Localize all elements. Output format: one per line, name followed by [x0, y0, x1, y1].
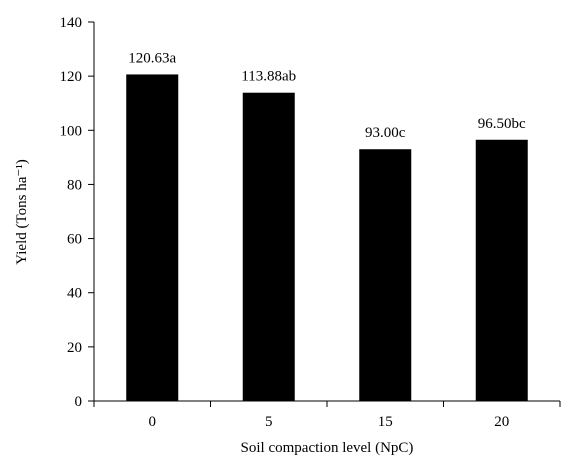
data-label-15: 93.00c — [365, 125, 406, 141]
y-tick-label: 80 — [67, 177, 82, 193]
x-axis-title: Soil compaction level (NpC) — [241, 440, 414, 456]
x-tick-label: 20 — [494, 414, 509, 430]
data-label-20: 96.50bc — [478, 116, 526, 132]
y-tick-label: 60 — [67, 232, 82, 248]
y-tick-label: 40 — [67, 286, 82, 302]
data-label-5: 113.88ab — [241, 69, 296, 85]
y-tick-label: 20 — [67, 340, 82, 356]
bar-20 — [475, 139, 528, 401]
x-tick-label: 0 — [149, 414, 157, 430]
y-tick-label: 0 — [75, 394, 83, 410]
bar-15 — [359, 149, 412, 401]
x-tick-label: 5 — [265, 414, 273, 430]
bar-0 — [126, 74, 179, 402]
x-axis-ticks: 0 5 15 20 — [93, 401, 561, 430]
bar-5 — [242, 92, 295, 401]
data-label-0: 120.63a — [128, 50, 176, 66]
x-tick-label: 15 — [378, 414, 393, 430]
y-tick-label: 100 — [60, 123, 83, 139]
y-tick-label: 120 — [60, 69, 83, 85]
y-axis-ticks: 0 20 40 60 80 100 120 140 — [60, 15, 94, 410]
y-axis-title: Yield (Tons ha⁻¹) — [14, 159, 30, 265]
data-labels: 120.63a 113.88ab 93.00c 96.50bc — [128, 50, 526, 141]
y-tick-label: 140 — [60, 15, 83, 31]
bars — [126, 74, 528, 402]
